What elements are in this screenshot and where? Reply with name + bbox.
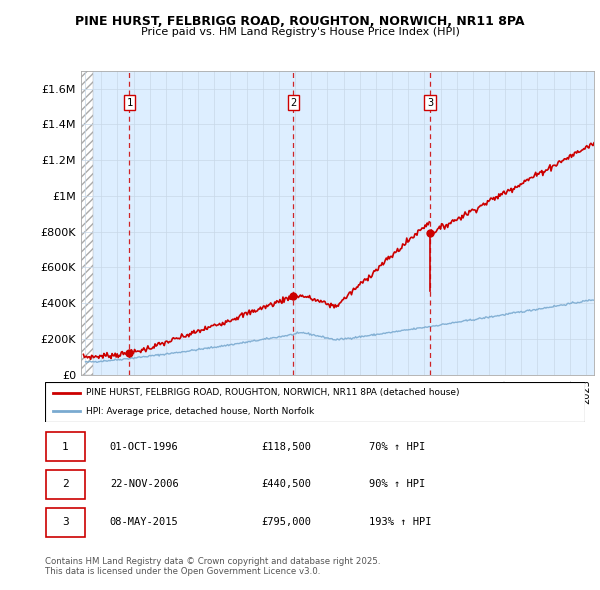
Text: 2: 2 [290, 98, 296, 108]
Bar [46, 470, 85, 499]
Text: 90% ↑ HPI: 90% ↑ HPI [369, 480, 425, 489]
Text: 193% ↑ HPI: 193% ↑ HPI [369, 517, 431, 527]
Text: £795,000: £795,000 [261, 517, 311, 527]
Text: 2: 2 [62, 480, 69, 489]
Text: HPI: Average price, detached house, North Norfolk: HPI: Average price, detached house, Nort… [86, 407, 314, 415]
Text: Price paid vs. HM Land Registry's House Price Index (HPI): Price paid vs. HM Land Registry's House … [140, 27, 460, 37]
Text: £118,500: £118,500 [261, 442, 311, 451]
Text: 1: 1 [127, 98, 133, 108]
Text: PINE HURST, FELBRIGG ROAD, ROUGHTON, NORWICH, NR11 8PA (detached house): PINE HURST, FELBRIGG ROAD, ROUGHTON, NOR… [86, 388, 459, 397]
Text: PINE HURST, FELBRIGG ROAD, ROUGHTON, NORWICH, NR11 8PA: PINE HURST, FELBRIGG ROAD, ROUGHTON, NOR… [75, 15, 525, 28]
Text: 3: 3 [427, 98, 433, 108]
Text: 22-NOV-2006: 22-NOV-2006 [110, 480, 179, 489]
Text: Contains HM Land Registry data © Crown copyright and database right 2025.
This d: Contains HM Land Registry data © Crown c… [45, 557, 380, 576]
Text: 70% ↑ HPI: 70% ↑ HPI [369, 442, 425, 451]
Text: £440,500: £440,500 [261, 480, 311, 489]
Text: 1: 1 [62, 442, 69, 451]
Text: 3: 3 [62, 517, 69, 527]
Text: 01-OCT-1996: 01-OCT-1996 [110, 442, 179, 451]
Bar [46, 508, 85, 536]
Text: 08-MAY-2015: 08-MAY-2015 [110, 517, 179, 527]
Bar [46, 432, 85, 461]
